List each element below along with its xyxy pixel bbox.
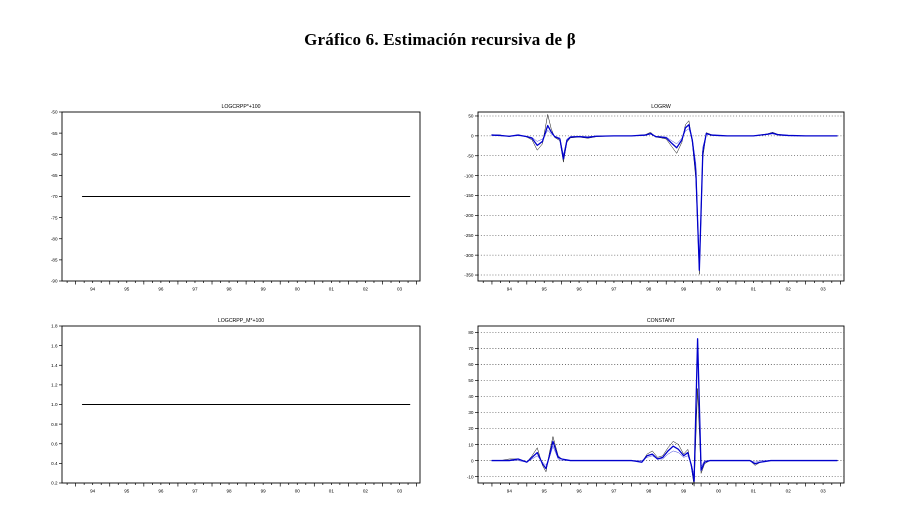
svg-text:99: 99: [681, 489, 687, 494]
svg-text:0.8: 0.8: [51, 422, 58, 427]
svg-text:03: 03: [397, 489, 403, 494]
figure-title: Gráfico 6. Estimación recursiva de β: [304, 30, 576, 49]
svg-text:99: 99: [261, 489, 267, 494]
svg-text:94: 94: [90, 489, 96, 494]
svg-text:-50: -50: [51, 110, 58, 115]
svg-text:99: 99: [261, 287, 267, 292]
svg-text:97: 97: [192, 489, 198, 494]
svg-text:-350: -350: [464, 273, 474, 278]
svg-text:03: 03: [397, 287, 403, 292]
svg-text:98: 98: [227, 489, 233, 494]
svg-text:20: 20: [468, 426, 474, 431]
svg-text:00: 00: [295, 287, 301, 292]
svg-text:98: 98: [227, 287, 233, 292]
svg-text:CONSTANT: CONSTANT: [647, 318, 676, 324]
svg-text:02: 02: [786, 489, 792, 494]
svg-text:-65: -65: [51, 173, 58, 178]
svg-text:1.8: 1.8: [51, 324, 58, 329]
svg-text:1.2: 1.2: [51, 383, 58, 388]
svg-text:0: 0: [471, 458, 474, 463]
logcrpp-plot: LOGCRPP*+100 -50 -55 -60 -65 -70 -75 -80 -85 -90 9…: [51, 104, 421, 292]
svg-text:94: 94: [507, 287, 513, 292]
svg-text:1.6: 1.6: [51, 343, 58, 348]
svg-text:LOGRW: LOGRW: [651, 104, 671, 110]
svg-text:03: 03: [821, 287, 827, 292]
svg-text:-300: -300: [464, 253, 474, 258]
svg-text:99: 99: [681, 287, 687, 292]
svg-text:-250: -250: [464, 233, 474, 238]
svg-text:60: 60: [468, 362, 474, 367]
svg-text:94: 94: [90, 287, 96, 292]
svg-text:30: 30: [468, 410, 474, 415]
svg-text:0: 0: [471, 134, 474, 139]
svg-text:50: 50: [468, 378, 474, 383]
svg-text:0.4: 0.4: [51, 461, 58, 466]
svg-text:96: 96: [577, 287, 583, 292]
chart-constant: CONSTANT 80 70 60 50 40 30 20 10 0 -10 94 95 96 97 98 99…: [452, 314, 852, 505]
svg-text:-150: -150: [464, 193, 474, 198]
svg-text:96: 96: [158, 287, 164, 292]
svg-text:-70: -70: [51, 194, 58, 199]
svg-text:-90: -90: [51, 279, 58, 284]
svg-text:98: 98: [646, 489, 652, 494]
svg-text:-55: -55: [51, 131, 58, 136]
svg-text:95: 95: [542, 287, 548, 292]
svg-text:10: 10: [468, 442, 474, 447]
chart-logcrpp: LOGCRPP*+100 -50 -55 -60 -65 -70 -75 -80 -85 -90 9…: [36, 100, 428, 303]
chart-logcrpp-m: LOGCRPP_M*+100 1.8 1.6 1.4 1.2 1.0 0.8 0.6 0.4 0.…: [36, 314, 428, 505]
svg-text:-85: -85: [51, 258, 58, 263]
svg-text:97: 97: [611, 287, 617, 292]
svg-text:96: 96: [577, 489, 583, 494]
svg-text:LOGCRPP_M*+100: LOGCRPP_M*+100: [218, 318, 264, 324]
svg-text:-100: -100: [464, 173, 474, 178]
svg-text:40: 40: [468, 394, 474, 399]
svg-text:00: 00: [295, 489, 301, 494]
svg-text:96: 96: [158, 489, 164, 494]
svg-text:80: 80: [468, 330, 474, 335]
svg-text:97: 97: [611, 489, 617, 494]
svg-text:1.4: 1.4: [51, 363, 58, 368]
svg-text:01: 01: [751, 287, 757, 292]
constant-plot: CONSTANT 80 70 60 50 40 30 20 10 0 -10 94 95 96 97 98 99…: [467, 318, 845, 494]
svg-text:-200: -200: [464, 213, 474, 218]
svg-text:98: 98: [646, 287, 652, 292]
svg-text:94: 94: [507, 489, 513, 494]
svg-text:97: 97: [192, 287, 198, 292]
svg-text:-50: -50: [467, 153, 474, 158]
svg-text:70: 70: [468, 346, 474, 351]
svg-text:1.0: 1.0: [51, 402, 58, 407]
svg-text:01: 01: [329, 489, 335, 494]
svg-text:00: 00: [716, 489, 722, 494]
chart-logrw: LOGRW 50 0 -50 -100 -150 -200 -250 -300 -350 94 95 9…: [452, 100, 852, 303]
svg-text:-75: -75: [51, 215, 58, 220]
svg-text:LOGCRPP*+100: LOGCRPP*+100: [221, 104, 260, 110]
svg-text:02: 02: [363, 489, 369, 494]
svg-text:-80: -80: [51, 236, 58, 241]
svg-text:01: 01: [751, 489, 757, 494]
logrw-plot: LOGRW 50 0 -50 -100 -150 -200 -250 -300 -350 94 95 9…: [464, 104, 845, 292]
svg-text:02: 02: [363, 287, 369, 292]
svg-text:50: 50: [468, 114, 474, 119]
svg-text:95: 95: [124, 489, 130, 494]
svg-text:95: 95: [124, 287, 130, 292]
svg-text:02: 02: [786, 287, 792, 292]
svg-text:95: 95: [542, 489, 548, 494]
svg-text:01: 01: [329, 287, 335, 292]
svg-text:-10: -10: [467, 474, 474, 479]
svg-text:0.6: 0.6: [51, 441, 58, 446]
svg-text:03: 03: [821, 489, 827, 494]
svg-text:00: 00: [716, 287, 722, 292]
svg-text:-60: -60: [51, 152, 58, 157]
logcrpp-m-plot: LOGCRPP_M*+100 1.8 1.6 1.4 1.2 1.0 0.8 0.6 0.4 0.…: [51, 318, 421, 494]
svg-text:0.2: 0.2: [51, 481, 58, 486]
